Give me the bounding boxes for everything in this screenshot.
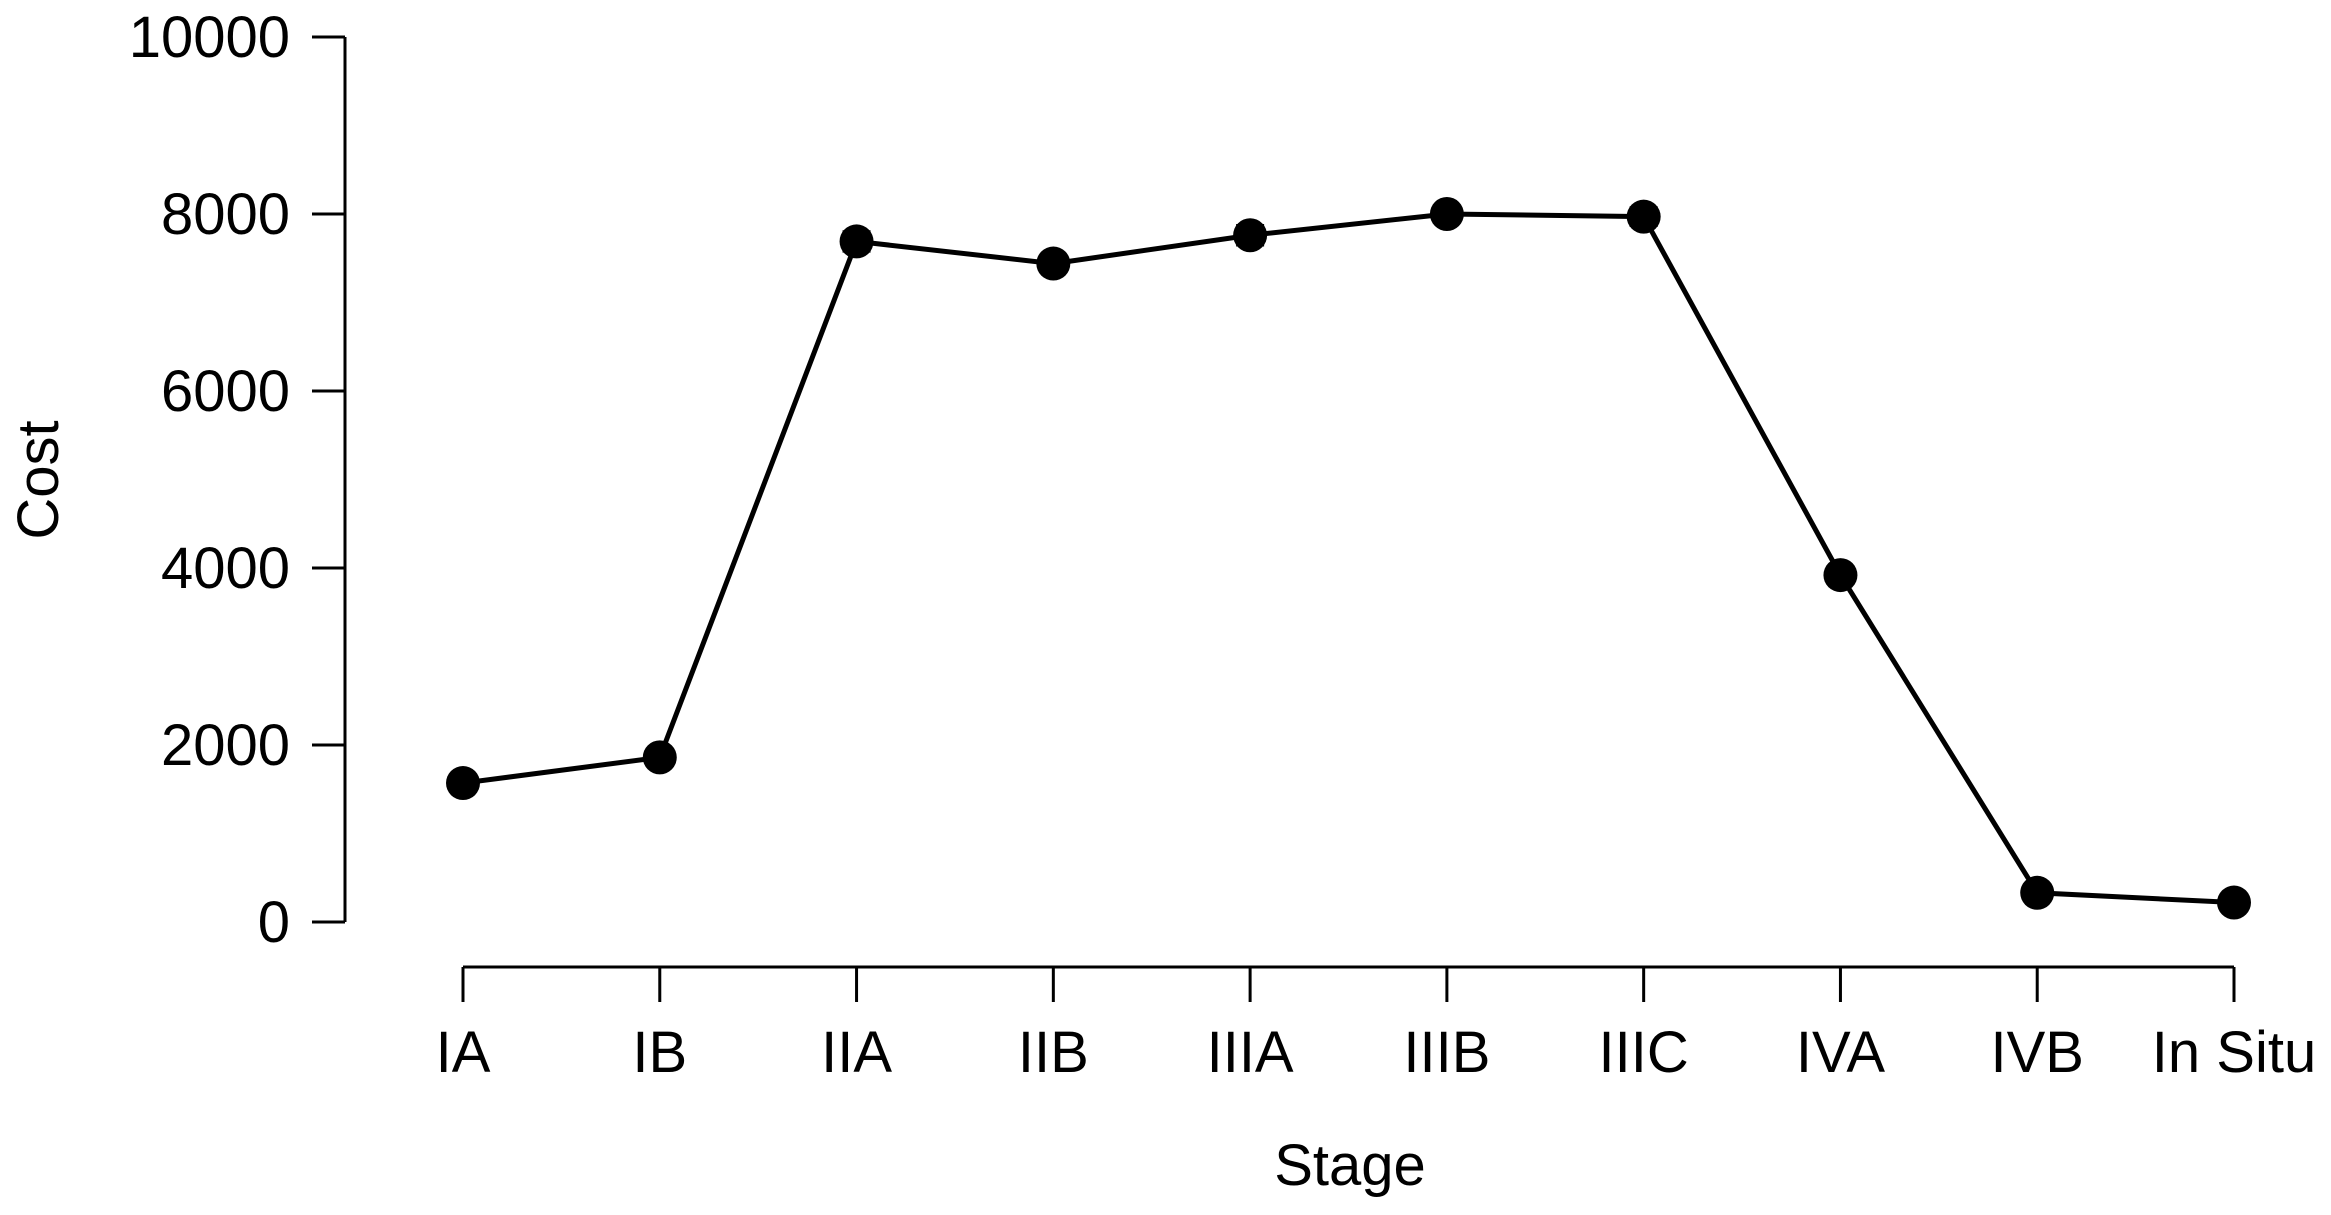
y-tick-label: 6000 [161,359,290,424]
data-point [1233,218,1268,253]
x-axis-title: Stage [1274,1133,1426,1198]
x-tick-label: IIA [821,1020,892,1085]
data-point [2217,885,2251,920]
x-tick-label: IIIC [1599,1020,1689,1085]
y-tick-label: 2000 [161,713,290,778]
x-tick-label: IIB [1018,1020,1089,1085]
data-point [1429,197,1464,231]
data-point [2020,875,2055,910]
data-point [1626,199,1661,234]
x-tick-label: IB [632,1020,687,1085]
data-point [1823,558,1858,593]
y-axis-title: Cost [6,420,71,539]
data-point [1036,246,1071,281]
x-tick-label: IVA [1796,1020,1885,1085]
y-tick-label: 10000 [129,5,290,70]
y-tick-label: 8000 [161,182,290,247]
data-point [642,740,677,775]
x-tick-label: IIIB [1403,1020,1490,1085]
x-tick-label: IVB [1990,1020,2084,1085]
y-axis: 0 2000 4000 6000 8000 10000 [129,5,347,955]
x-axis: IA IB IIA IIB IIIA IIIB IIIC IVA IVB In Situ [436,965,2316,1085]
data-point [446,766,480,801]
x-tick-label: IA [436,1020,491,1085]
x-tick-label: In Situ [2152,1020,2316,1085]
y-tick-label: 4000 [161,536,290,601]
x-tick-label: IIIA [1207,1020,1294,1085]
y-tick-label: 0 [258,890,290,955]
series-layer [446,197,2251,920]
series-line [462,211,2235,906]
data-point [839,224,874,259]
